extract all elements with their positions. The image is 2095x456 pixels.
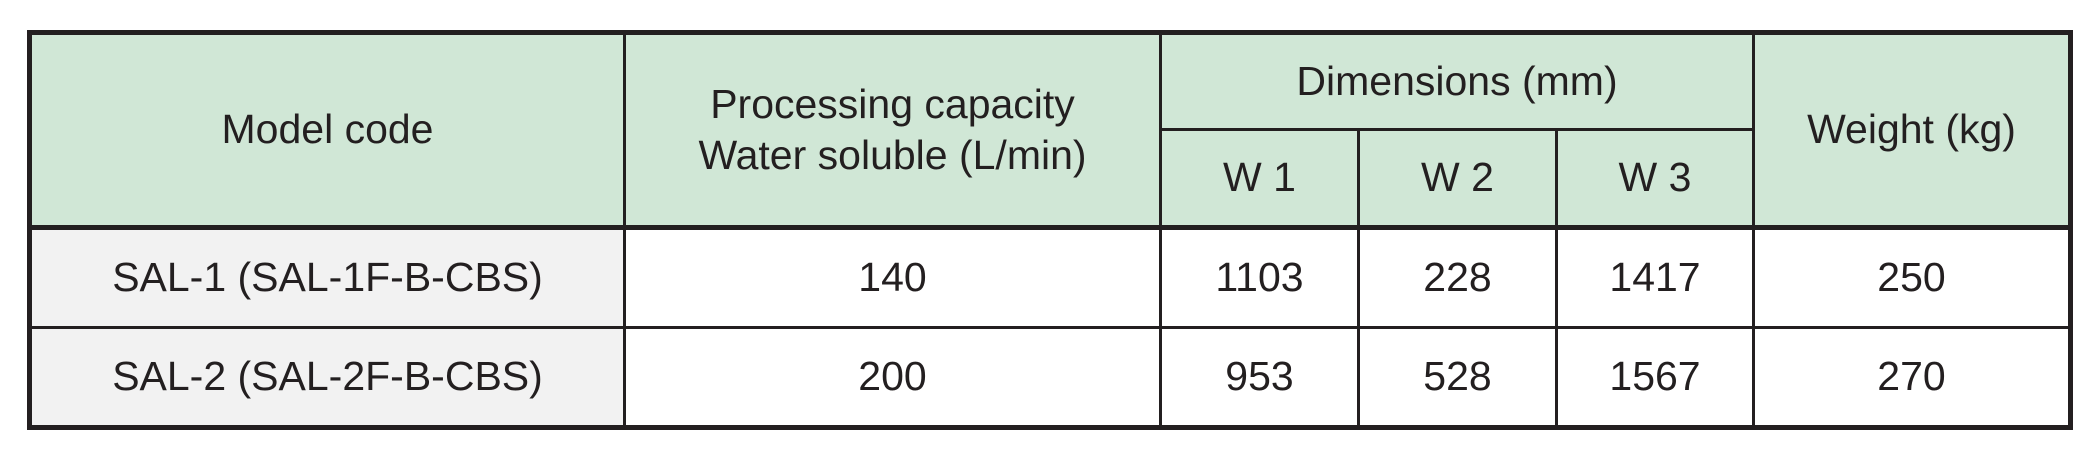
cell-model: SAL-1 (SAL-1F-B-CBS) (28, 226, 626, 329)
header-w2: W 2 (1357, 128, 1558, 230)
table-row: SAL-2 (SAL-2F-B-CBS) 200 953 528 1567 27… (28, 326, 2073, 429)
cell-weight: 250 (1752, 226, 2073, 329)
header-weight: Weight (kg) (1752, 31, 2073, 230)
header-processing-capacity: Processing capacity Water soluble (L/min… (623, 31, 1162, 230)
spec-table: Model code Processing capacity Water sol… (27, 30, 2074, 430)
cell-weight: 270 (1752, 326, 2073, 429)
header-w1: W 1 (1159, 128, 1360, 230)
header-model-code: Model code (28, 31, 626, 230)
cell-w3: 1417 (1554, 226, 1756, 329)
cell-w2: 228 (1357, 226, 1558, 329)
header-dimensions: Dimensions (mm) (1158, 31, 1756, 131)
cell-model: SAL-2 (SAL-2F-B-CBS) (28, 326, 626, 429)
cell-w2: 528 (1357, 326, 1558, 429)
cell-w3: 1567 (1554, 326, 1756, 429)
cell-capacity: 200 (623, 326, 1162, 429)
table-row: SAL-1 (SAL-1F-B-CBS) 140 1103 228 1417 2… (28, 226, 2073, 329)
header-w3: W 3 (1554, 128, 1756, 230)
header-capacity-line1: Processing capacity (710, 80, 1075, 127)
cell-w1: 1103 (1159, 226, 1360, 329)
header-capacity-line2: Water soluble (L/min) (698, 132, 1087, 178)
cell-w1: 953 (1159, 326, 1360, 429)
cell-capacity: 140 (623, 226, 1162, 329)
